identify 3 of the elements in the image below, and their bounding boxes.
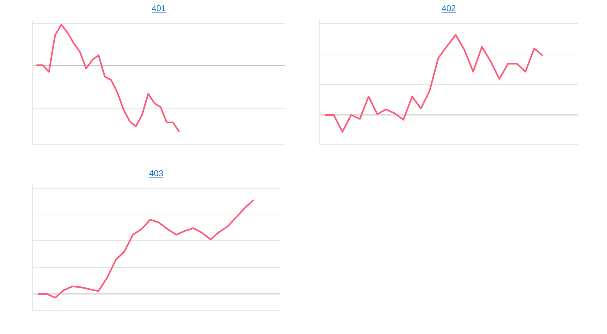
chart-title: 402 (442, 6, 456, 12)
chart-title: 401 (152, 6, 166, 12)
chart-title: 403 (150, 170, 164, 176)
